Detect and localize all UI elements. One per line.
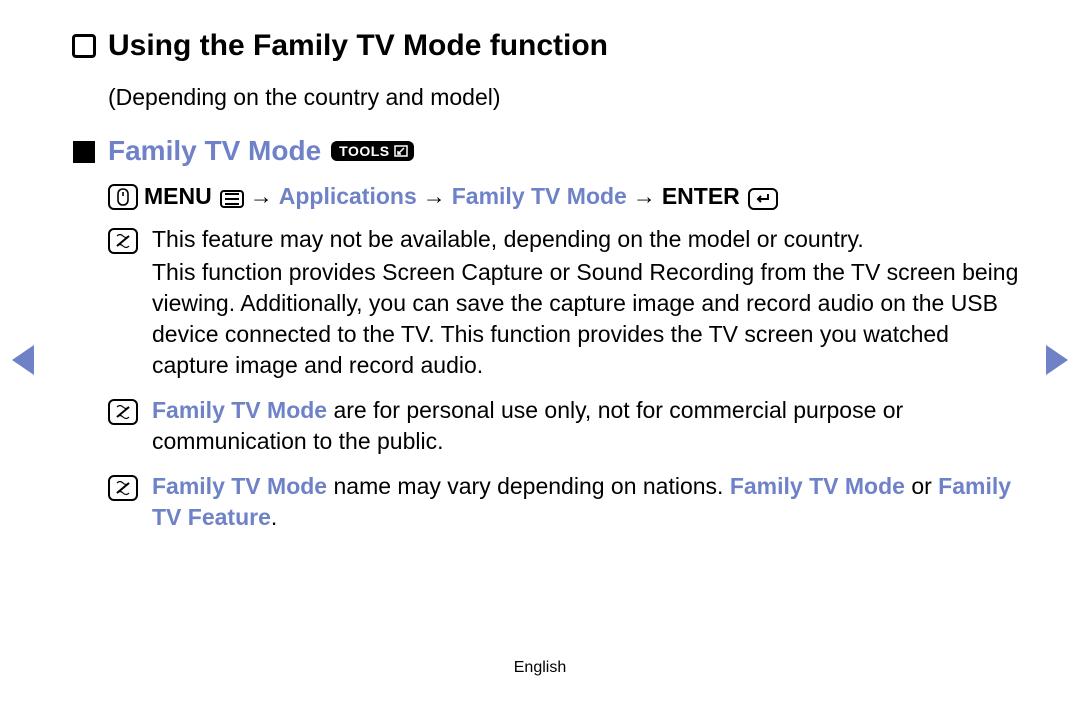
note3-mid: name may vary depending on nations.	[327, 473, 730, 499]
menu-path: MENU → Applications → Family TV Mode → E…	[108, 183, 1020, 210]
menu-label: MENU	[144, 183, 212, 210]
note2-highlight: Family TV Mode	[152, 397, 327, 423]
enter-label: ENTER	[662, 183, 740, 210]
page-subtitle: (Depending on the country and model)	[108, 82, 1020, 113]
tools-badge-icon	[394, 145, 408, 157]
page-title: Using the Family TV Mode function	[108, 28, 1020, 64]
section-bullet-icon	[72, 34, 96, 58]
tools-badge: TOOLS	[331, 141, 413, 161]
section-heading: Family TV Mode TOOLS	[108, 135, 1020, 167]
square-bullet-icon	[73, 141, 95, 163]
section-heading-text: Family TV Mode	[108, 135, 321, 167]
path-arrow: →	[423, 183, 446, 210]
note3-hl2: Family TV Mode	[730, 473, 905, 499]
note-text-1: This feature may not be available, depen…	[152, 224, 1020, 255]
path-arrow: →	[250, 183, 273, 210]
note3-mid2: or	[905, 473, 938, 499]
note-icon	[108, 228, 138, 254]
tools-badge-label: TOOLS	[339, 143, 389, 159]
remote-menu-icon	[108, 184, 138, 210]
next-page-arrow[interactable]	[1046, 345, 1068, 383]
menu-bars-icon	[220, 190, 244, 208]
note-icon	[108, 475, 138, 501]
path-step-family-tv-mode: Family TV Mode	[452, 183, 627, 210]
footer-language: English	[0, 659, 1080, 677]
note3-end: .	[271, 504, 277, 530]
note3-hl1: Family TV Mode	[152, 473, 327, 499]
enter-icon	[748, 188, 778, 210]
note-text-2: Family TV Mode are for personal use only…	[152, 395, 1020, 457]
path-arrow: →	[633, 183, 656, 210]
description-text: This function provides Screen Capture or…	[152, 257, 1020, 381]
note-text-3: Family TV Mode name may vary depending o…	[152, 471, 1020, 533]
note-icon	[108, 399, 138, 425]
prev-page-arrow[interactable]	[12, 345, 34, 383]
path-step-applications: Applications	[279, 183, 417, 210]
